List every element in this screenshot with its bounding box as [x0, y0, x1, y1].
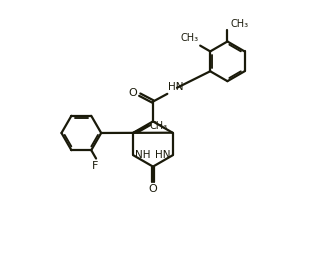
- Text: NH: NH: [135, 150, 151, 160]
- Text: CH₃: CH₃: [230, 19, 248, 29]
- Text: F: F: [92, 161, 98, 171]
- Text: CH₃: CH₃: [150, 121, 168, 131]
- Text: HN: HN: [168, 83, 184, 93]
- Text: CH₃: CH₃: [181, 34, 199, 43]
- Text: O: O: [149, 184, 157, 194]
- Text: HN: HN: [155, 150, 171, 160]
- Text: O: O: [128, 88, 137, 98]
